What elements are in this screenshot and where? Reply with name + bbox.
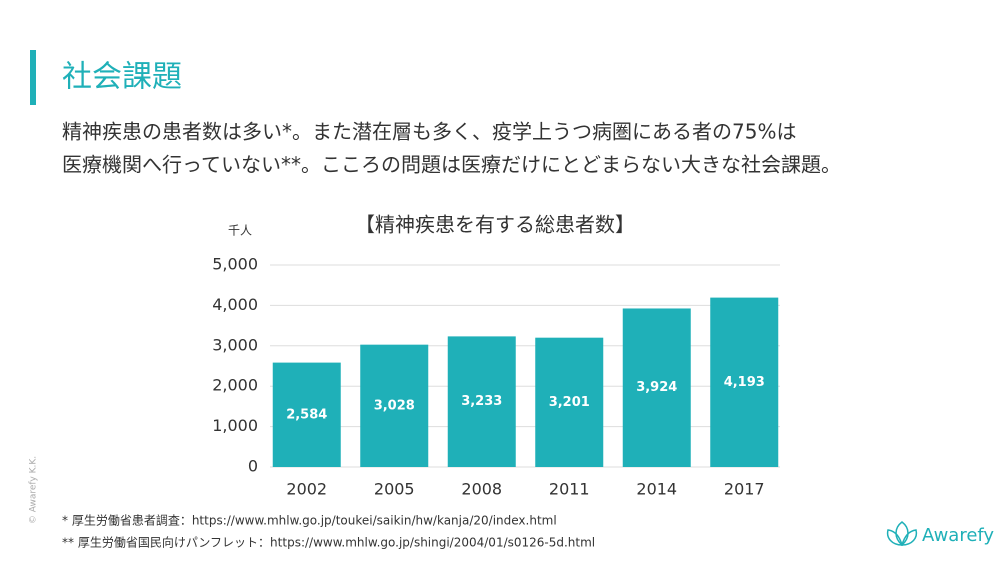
y-unit: 千人: [228, 224, 252, 238]
y-tick-label: 3,000: [212, 335, 258, 354]
body-line: 精神疾患の患者数は多い*。また潜在層も多く、疫学上うつ病圏にある者の75%は: [62, 120, 796, 144]
x-tick-label: 2017: [724, 480, 765, 499]
chart-title: 【精神疾患を有する総患者数】: [355, 213, 635, 237]
value-label: 2,584: [286, 407, 327, 422]
value-label: 3,028: [374, 398, 415, 413]
y-tick-label: 4,000: [212, 295, 258, 314]
copyright: © Awarefy K.K.: [29, 456, 39, 524]
logo-text: Awarefy: [922, 525, 994, 546]
value-label: 4,193: [724, 375, 765, 390]
footnote: * 厚生労働省患者調査：https://www.mhlw.go.jp/touke…: [62, 514, 557, 528]
bar: [622, 308, 691, 467]
bar: [447, 336, 516, 467]
accent-bar: [30, 50, 36, 105]
y-tick-label: 0: [248, 457, 258, 476]
x-tick-label: 2002: [286, 480, 327, 499]
bar: [535, 337, 604, 467]
bar: [710, 297, 779, 467]
logo-icon: [886, 521, 918, 546]
y-tick-label: 2,000: [212, 376, 258, 395]
y-tick-label: 5,000: [212, 255, 258, 274]
slide-title: 社会課題: [62, 60, 182, 95]
x-tick-label: 2011: [549, 480, 590, 499]
body-line: 医療機関へ行っていない**。こころの問題は医療だけにとどまらない大きな社会課題。: [62, 153, 841, 177]
bar: [272, 362, 341, 467]
value-label: 3,201: [549, 395, 590, 410]
value-label: 3,924: [636, 380, 677, 395]
value-label: 3,233: [461, 394, 502, 409]
bar: [360, 344, 429, 467]
x-tick-label: 2008: [461, 480, 502, 499]
x-tick-label: 2014: [636, 480, 677, 499]
x-tick-label: 2005: [374, 480, 415, 499]
footnote: ** 厚生労働省国民向けパンフレット：https://www.mhlw.go.j…: [62, 535, 595, 550]
y-tick-label: 1,000: [212, 416, 258, 435]
